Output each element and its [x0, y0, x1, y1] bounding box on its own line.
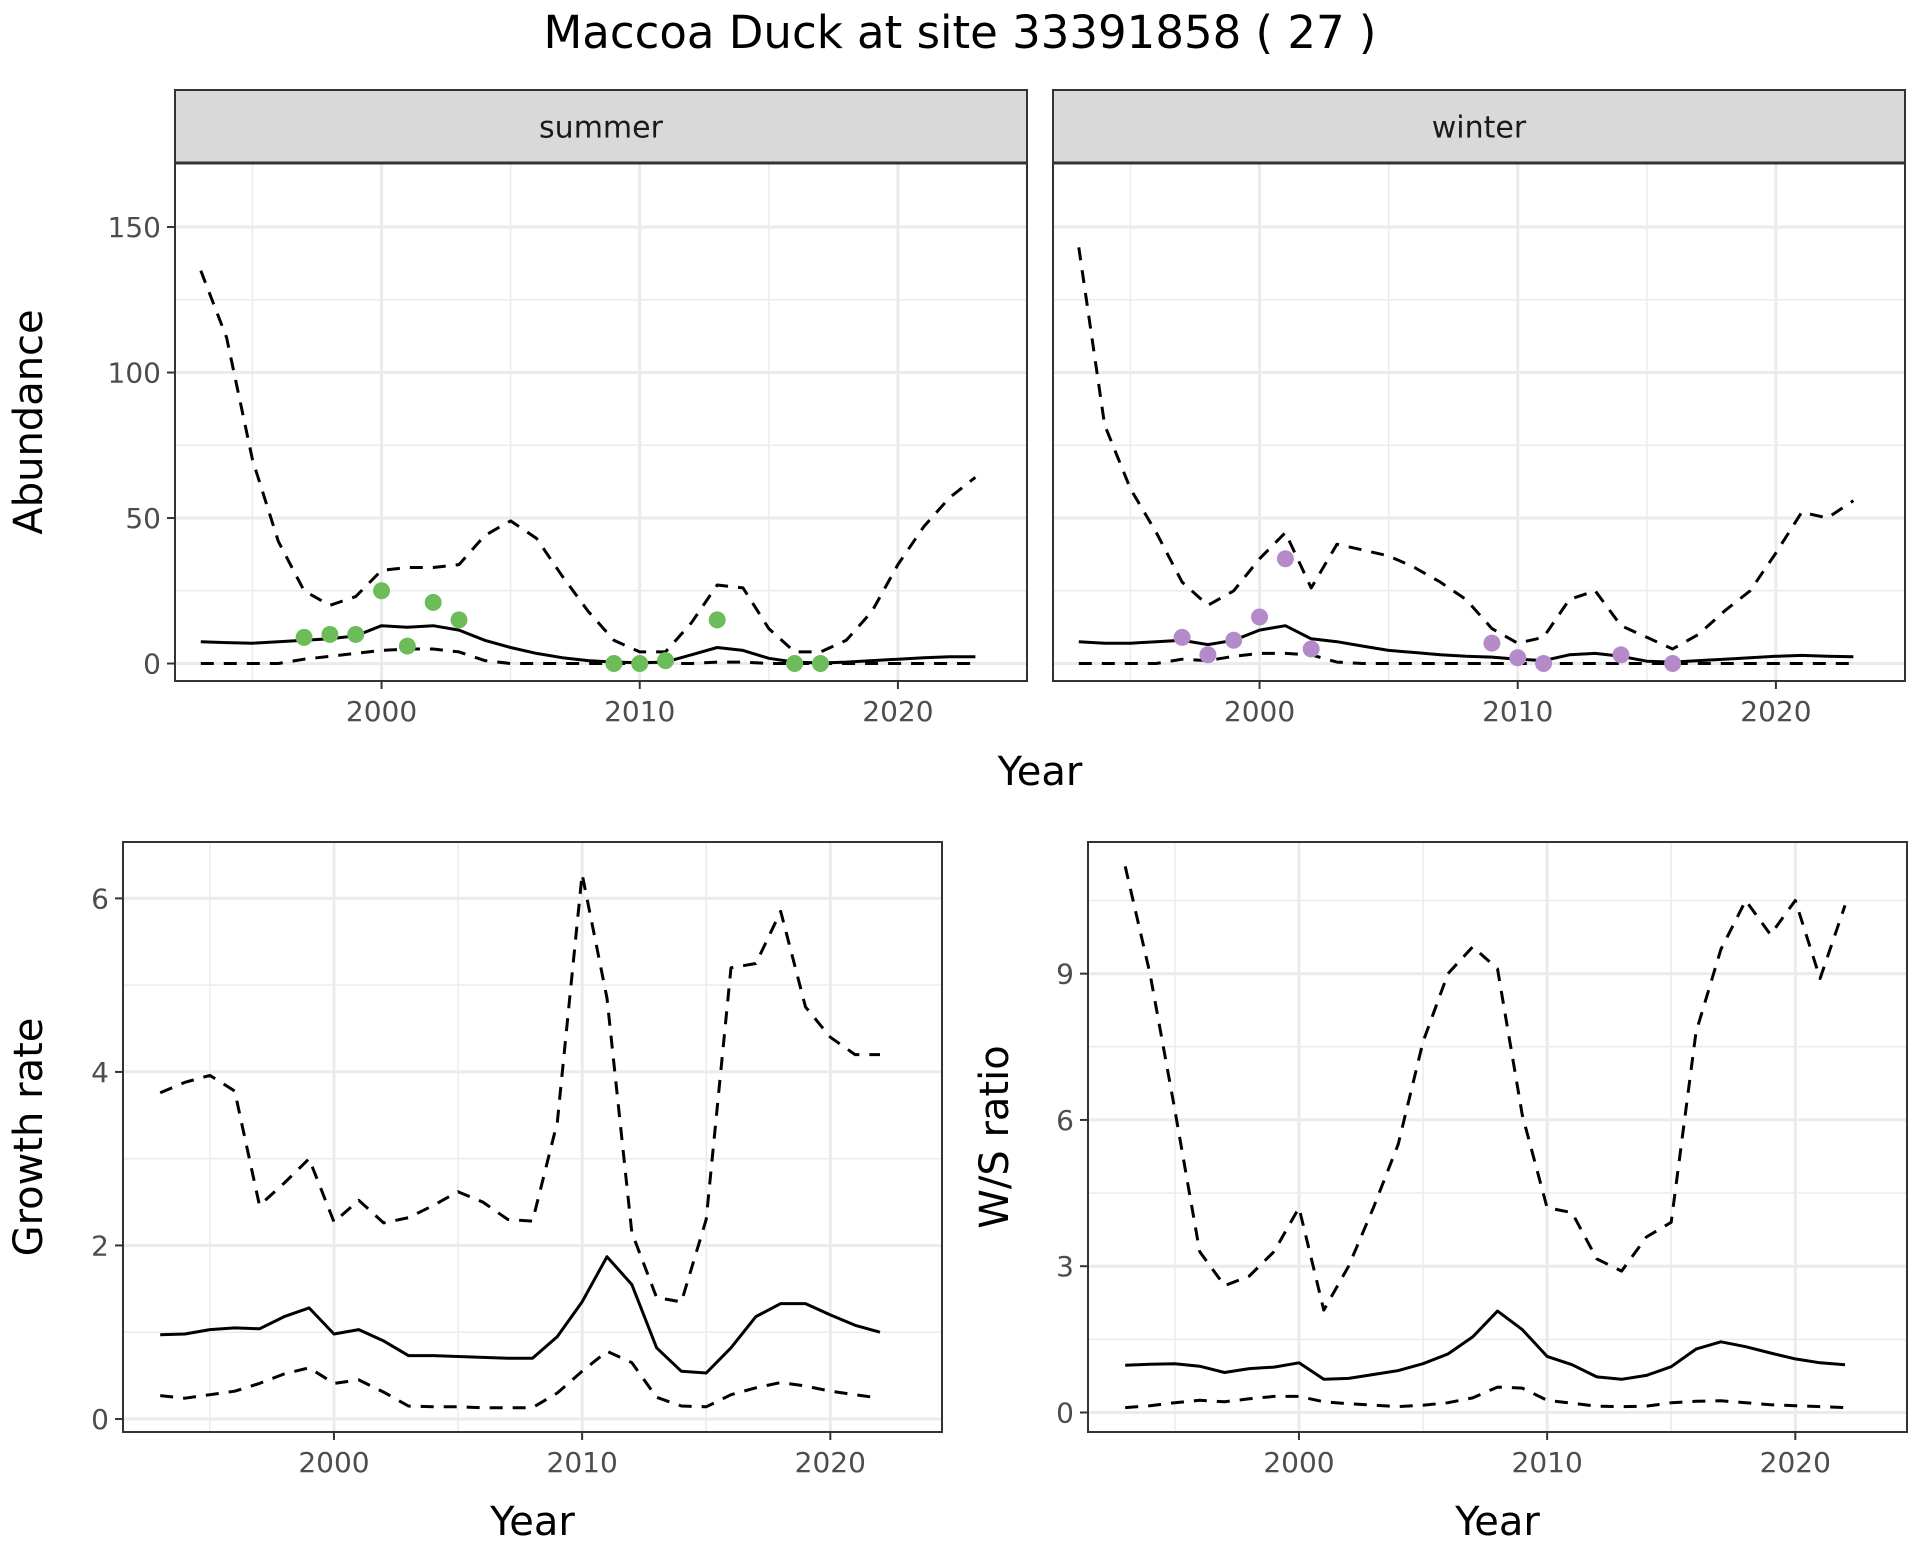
- data-point: [1612, 646, 1630, 664]
- y-axis-title: W/S ratio: [972, 1045, 1018, 1228]
- y-tick-label: 100: [108, 357, 161, 390]
- y-tick-label: 4: [91, 1056, 109, 1089]
- y-tick-label: 0: [143, 648, 161, 681]
- panel-ratio: 2000 2010 2020 0 3 6 9 W/S ratio Year: [972, 841, 1908, 1545]
- data-point: [295, 628, 313, 646]
- data-point: [424, 593, 442, 611]
- x-tick-label: 2010: [604, 695, 675, 728]
- panel-summer: summer 2000 2010 2020 0 50 100 150 Abundance: [6, 89, 1028, 728]
- facet-strip: [1052, 89, 1906, 164]
- panel-border: [1087, 841, 1908, 1433]
- series-line-median: [1125, 1309, 1846, 1381]
- panel-growth: 2000 2010 2020 0 2 4 6 Growth rate Year: [6, 841, 943, 1545]
- y-tick-label: 0: [91, 1403, 109, 1436]
- data-point: [657, 652, 675, 670]
- data-point: [373, 582, 391, 600]
- data-point: [1302, 640, 1320, 658]
- data-point: [1251, 608, 1269, 626]
- y-tick-label: 6: [91, 882, 109, 915]
- series-line-bound: [1123, 866, 1847, 1312]
- series-line-bound: [1125, 1385, 1846, 1410]
- facet-label: summer: [539, 111, 664, 146]
- series-line-bound: [159, 872, 880, 1304]
- series-line-median: [160, 1255, 881, 1375]
- y-tick-label: 9: [1056, 958, 1074, 991]
- y-tick-label: 0: [1056, 1396, 1074, 1429]
- x-axis-title: Year: [489, 1499, 575, 1545]
- x-tick-label: 2020: [1740, 695, 1811, 728]
- x-tick-label: 2020: [862, 695, 933, 728]
- panel-winter: winter 2000 2010 2020: [1052, 89, 1906, 728]
- x-tick-label: 2010: [1482, 695, 1553, 728]
- x-axis-title: Year: [1454, 1499, 1540, 1545]
- y-tick-label: 3: [1056, 1250, 1074, 1283]
- data-point: [347, 625, 365, 643]
- x-tick-label: 2020: [1760, 1446, 1831, 1479]
- x-tick-label: 2020: [795, 1446, 866, 1479]
- series-line-bound: [199, 270, 977, 654]
- data-point: [1483, 634, 1501, 652]
- panel-border: [122, 841, 943, 1433]
- series-line-bound: [160, 1349, 881, 1410]
- series-line-bound: [1077, 247, 1855, 651]
- x-tick-label: 2000: [1224, 695, 1295, 728]
- data-point: [398, 637, 416, 655]
- data-point: [321, 625, 339, 643]
- x-tick-label: 2010: [547, 1446, 618, 1479]
- y-axis-title: Abundance: [6, 309, 52, 534]
- y-tick-label: 2: [91, 1229, 109, 1262]
- figure-title: Maccoa Duck at site 33391858 ( 27 ): [543, 6, 1377, 59]
- data-point: [1199, 646, 1217, 664]
- data-point: [811, 655, 829, 673]
- x-tick-label: 2000: [298, 1446, 369, 1479]
- y-axis-title: Growth rate: [6, 1018, 52, 1257]
- y-tick-label: 150: [108, 211, 161, 244]
- data-point: [1173, 628, 1191, 646]
- y-tick-label: 50: [125, 502, 161, 535]
- data-point: [1509, 649, 1527, 667]
- x-axis-title-top: Year: [997, 749, 1083, 795]
- data-point: [1535, 655, 1553, 673]
- x-tick-label: 2010: [1512, 1446, 1583, 1479]
- data-point: [1276, 550, 1294, 568]
- facet-label: winter: [1432, 111, 1527, 146]
- data-point: [708, 611, 726, 629]
- data-point: [605, 655, 623, 673]
- x-tick-label: 2000: [1263, 1446, 1334, 1479]
- data-point: [1664, 655, 1682, 673]
- series-line-bound: [200, 647, 976, 665]
- data-point: [450, 611, 468, 629]
- data-point: [786, 655, 804, 673]
- data-point: [631, 655, 649, 673]
- series-line-median: [1078, 624, 1854, 664]
- y-tick-label: 6: [1056, 1104, 1074, 1137]
- data-point: [1225, 631, 1243, 649]
- series-line-bound: [1078, 651, 1854, 665]
- x-tick-label: 2000: [346, 695, 417, 728]
